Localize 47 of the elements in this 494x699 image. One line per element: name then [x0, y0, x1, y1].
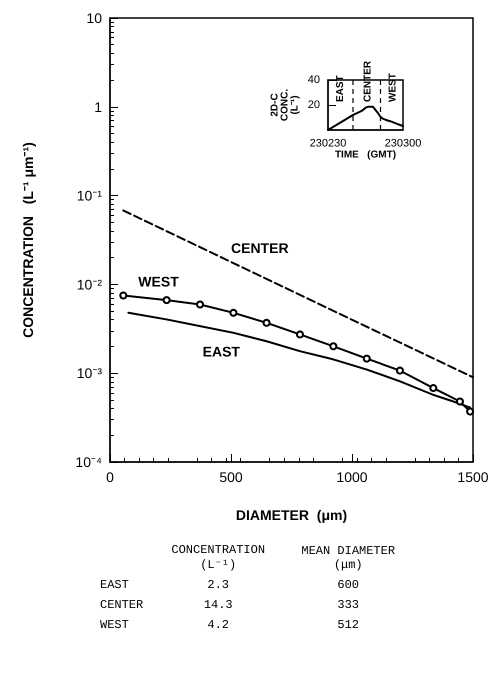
category-label: EAST [100, 577, 130, 594]
text: MEAN DIAMETER (μm) [300, 543, 396, 574]
series-label: CENTER [231, 240, 289, 256]
annotation: CENTER [362, 60, 374, 102]
point [466, 408, 474, 416]
x-tick-label: 1000 [336, 469, 368, 485]
point [429, 384, 438, 392]
data-label: 333 [336, 597, 360, 614]
y-tick-label: 40 [308, 74, 320, 86]
data-label: 4.2 [206, 617, 230, 634]
category-label: WEST [100, 617, 130, 634]
data-label: 2.3 [206, 577, 230, 594]
y-tick-label: 10⁻¹ [76, 188, 102, 204]
data-label: 600 [336, 577, 360, 594]
category-label: CENTER [100, 597, 144, 614]
annotation: EAST [335, 75, 346, 102]
y-tick-label: 1 [94, 98, 102, 115]
x-tick-label: 230300 [384, 138, 422, 150]
point [196, 300, 204, 308]
data-label: 512 [336, 617, 360, 634]
y-axis-title: 2D-C CONC. (L⁻¹) [270, 88, 300, 122]
data-label: 14.3 [202, 597, 234, 614]
point [119, 291, 128, 300]
x-tick-label: 500 [219, 469, 243, 485]
point [229, 308, 238, 317]
text: CONCENTRATION (L⁻¹) [170, 542, 266, 574]
x-axis-title: TIME (GMT) [334, 150, 396, 160]
y-tick-label: 10⁻⁴ [75, 454, 102, 470]
x-axis-title: DIAMETER (μm) [236, 507, 348, 523]
y-tick-label: 10⁻³ [76, 365, 102, 382]
y-tick-label: 20 [308, 99, 320, 111]
series-label: EAST [202, 343, 240, 360]
annotation: WEST [388, 73, 398, 102]
point [162, 296, 171, 304]
y-axis-title: CONCENTRATION (L⁻¹ μm⁻¹) [20, 142, 36, 338]
series-label: WEST [138, 273, 180, 290]
point [262, 318, 271, 327]
point [396, 366, 404, 375]
y-tick-label: 10⁻² [76, 276, 102, 292]
y-tick-label: 10 [86, 10, 102, 26]
point [456, 398, 464, 406]
point [296, 330, 304, 338]
x-tick-label: 230230 [310, 138, 346, 150]
x-tick-label: 0 [106, 469, 114, 485]
point [362, 354, 371, 363]
x-tick-label: 1500 [457, 469, 489, 485]
point [329, 342, 338, 350]
